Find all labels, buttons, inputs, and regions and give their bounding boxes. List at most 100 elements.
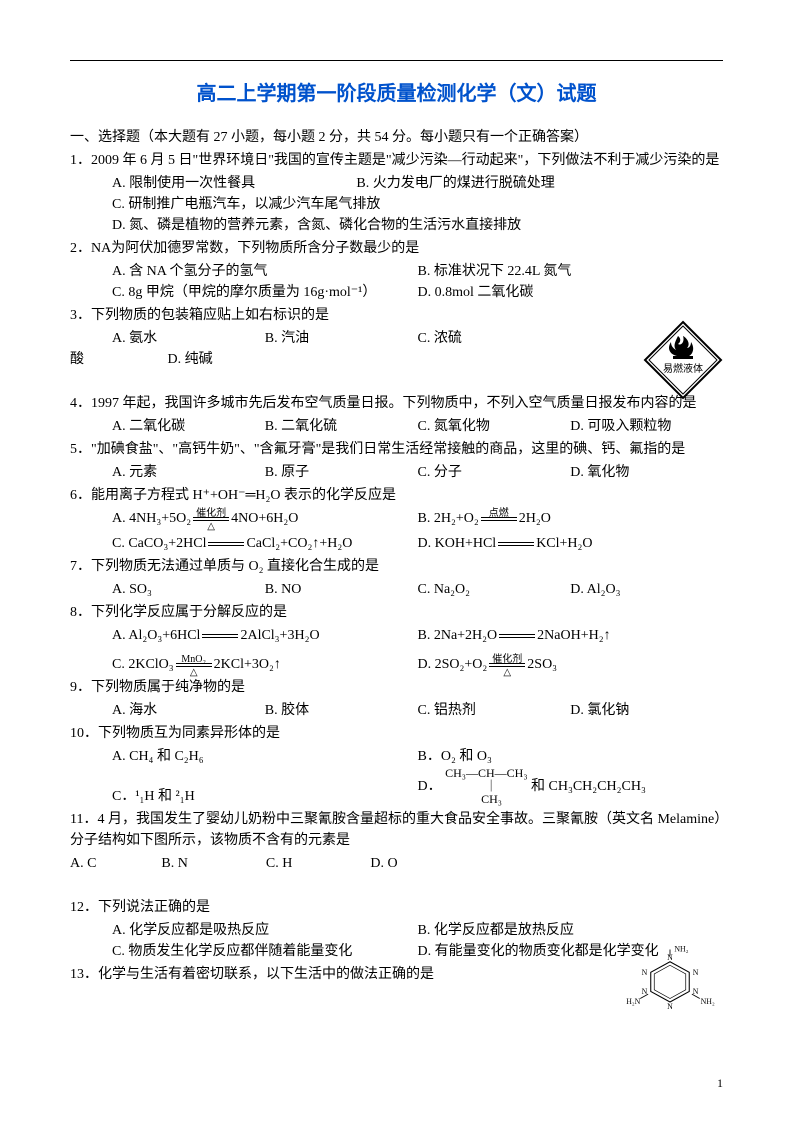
q7-opts: A. SO₃ B. NO C. Na₂O₂ D. Al₂O₃ [70,579,723,600]
q8-a-r: 2AlCl₃+3H₂O [240,628,319,643]
q6-b: B. 2H₂+O₂点燃2H₂O [418,508,551,529]
svg-text:易燃液体: 易燃液体 [663,362,703,375]
q1-opts: A. 限制使用一次性餐具 B. 火力发电厂的煤进行脱硫处理 C. 研制推广电瓶汽… [70,173,723,236]
svg-text:NH₂: NH₂ [674,946,688,953]
q2-d: D. 0.8mol 二氧化碳 [418,282,534,303]
svg-text:N: N [642,968,648,977]
q10-d-pre: D． [418,779,442,794]
q8-stem: 8．下列化学反应属于分解反应的是 [70,602,723,623]
q3-opts: A. 氨水 B. 汽油 C. 浓硫 [70,328,723,349]
q2-stem: 2．NA为阿伏加德罗常数，下列物质所含分子数最少的是 [70,238,723,259]
q6-c-l: C. CaCO₃+2HCl [112,536,206,551]
q2-opts: A. 含 NA 个氢分子的氢气 B. 标准状况下 22.4L 氮气 C. 8g … [70,261,723,303]
q8-d-l: D. 2SO₂+O₂ [418,657,488,672]
q2-c: C. 8g 甲烷（甲烷的摩尔质量为 16g·mol⁻¹） [112,282,418,303]
q4-a: A. 二氧化碳 [112,416,265,437]
q12-d: D. 有能量变化的物质变化都是化学变化 [418,941,659,962]
q5-d: D. 氧化物 [570,462,723,483]
q7-a: A. SO₃ [112,579,265,600]
q3-acid: 酸 [70,352,84,367]
q8-opts: A. Al₂O₃+6HCl 2AlCl₃+3H₂O B. 2Na+2H₂O 2NaO… [70,625,723,675]
section-1-head: 一、选择题（本大题有 27 小题，每小题 2 分，共 54 分。每小题只有一个正… [70,127,723,148]
q4-b: B. 二氧化硫 [265,416,418,437]
q12-a: A. 化学反应都是吸热反应 [112,920,418,941]
svg-text:N: N [693,968,699,977]
q7-c: C. Na₂O₂ [418,579,571,600]
q12-c: C. 物质发生化学反应都伴随着能量变化 [112,941,418,962]
q10-s2: ｜ [445,779,497,793]
q1-a: A. 限制使用一次性餐具 [112,173,356,194]
q9-b: B. 胶体 [265,700,418,721]
q6-c: C. CaCO₃+2HCl CaCl₂+CO₂↑+H₂O [112,533,418,554]
q12-b: B. 化学反应都是放热反应 [418,920,574,941]
q6-b-r: 2H₂O [519,511,551,526]
q11-a: A. C [70,853,161,874]
q10-d-post: 和 CH₃CH₂CH₂CH₃ [531,779,646,794]
q9-d: D. 氯化钠 [570,700,723,721]
q8-c-l: C. 2KClO₃ [112,657,174,672]
q5-stem: 5．"加碘食盐"、"高钙牛奶"、"含氟牙膏"是我们日常生活经常接触的商品，这里的… [70,439,723,460]
q3-d: D. 纯碱 [88,352,213,367]
q6-c-r: CaCl₂+CO₂↑+H₂O [246,536,352,551]
q3-a: A. 氨水 [112,328,265,349]
q7-d: D. Al₂O₃ [570,579,723,600]
hazard-flammable-icon: 易燃液体 [643,320,723,400]
q10-opts: A. CH₄ 和 C₂H₆ B．O₂ 和 O₃ C．¹₁H 和 ²₁H D． C… [70,746,723,807]
q8-c: C. 2KClO₃MnO₂△2KCl+3O₂↑ [112,654,418,675]
q10-stem: 10．下列物质互为同素异形体的是 [70,723,723,744]
q12-stem: 12．下列说法正确的是 [70,897,723,918]
q3-stem: 3．下列物质的包装箱应贴上如右标识的是 [70,305,723,326]
q8-b-r: 2NaOH+H₂↑ [537,628,610,643]
q3-c: C. 浓硫 [418,328,571,349]
q1-c: C. 研制推广电瓶汽车，以减少汽车尾气排放 [112,194,723,215]
q8-c-r: 2KCl+3O₂↑ [214,657,281,672]
q1-d: D. 氮、磷是植物的营养元素，含氮、磷化合物的生活污水直接排放 [112,215,723,236]
q6-b-l: B. 2H₂+O₂ [418,511,479,526]
q11-opts: A. C B. N C. H D. O [70,853,723,874]
q8-d-b: △ [489,665,525,680]
svg-text:H₂N: H₂N [626,997,640,1006]
q7-b: B. NO [265,579,418,600]
page-number: 1 [717,1074,723,1092]
q10-s3: CH₃ [445,792,502,806]
q6-d-r: KCl+H₂O [536,536,592,551]
q6-a: A. 4NH₃+5O₂催化剂△4NO+6H₂O [112,508,418,529]
q1-b: B. 火力发电厂的煤进行脱硫处理 [356,173,554,194]
q8-d: D. 2SO₂+O₂催化剂△2SO₃ [418,654,558,675]
svg-text:NH₂: NH₂ [701,997,715,1006]
q3-wrap: 酸 D. 纯碱 [70,349,723,370]
q3-b: B. 汽油 [265,328,418,349]
q9-opts: A. 海水 B. 胶体 C. 铝热剂 D. 氯化钠 [70,700,723,721]
isobutane-structure: CH₃—CH—CH₃ ｜ CH₃ [445,767,527,807]
q4-d: D. 可吸入颗粒物 [570,416,723,437]
q11-stem: 11．4 月，我国发生了婴幼儿奶粉中三聚氰胺含量超标的重大食品安全事故。三聚氰胺… [70,809,723,851]
q9-c: C. 铝热剂 [418,700,571,721]
q2-a: A. 含 NA 个氢分子的氢气 [112,261,418,282]
q6-a-r: 4NO+6H₂O [231,511,298,526]
q11-d: D. O [370,853,474,874]
q6-d-l: D. KOH+HCl [418,536,497,551]
q5-c: C. 分子 [418,462,571,483]
q7-stem: 7．下列物质无法通过单质与 O₂ 直接化合生成的是 [70,556,723,577]
q10-d: D． CH₃—CH—CH₃ ｜ CH₃ 和 CH₃CH₂CH₂CH₃ [418,767,646,807]
q8-a-l: A. Al₂O₃+6HCl [112,628,200,643]
q8-b-l: B. 2Na+2H₂O [418,628,498,643]
q8-a: A. Al₂O₃+6HCl 2AlCl₃+3H₂O [112,625,418,646]
q11-c: C. H [266,853,370,874]
q4-opts: A. 二氧化碳 B. 二氧化硫 C. 氮氧化物 D. 可吸入颗粒物 [70,416,723,437]
q10-s1: CH₃—CH—CH₃ [445,766,527,780]
q6-opts: A. 4NH₃+5O₂催化剂△4NO+6H₂O B. 2H₂+O₂点燃2H₂O … [70,508,723,554]
q6-b-t: 点燃 [481,506,517,521]
q8-b: B. 2Na+2H₂O 2NaOH+H₂↑ [418,625,611,646]
q8-c-b: △ [176,665,212,680]
q1-stem: 1．2009 年 6 月 5 日"世界环境日"我国的宣传主题是"减少污染—行动起… [70,150,723,171]
q5-a: A. 元素 [112,462,265,483]
q5-b: B. 原子 [265,462,418,483]
melamine-structure-icon: N N N N N N NH₂ NH₂ H₂N [625,946,715,1016]
q10-c: C．¹₁H 和 ²₁H [112,786,418,807]
top-rule [70,60,723,61]
q4-c: C. 氮氧化物 [418,416,571,437]
q4-stem: 4．1997 年起，我国许多城市先后发布空气质量日报。下列物质中，不列入空气质量… [70,393,723,414]
q9-stem: 9．下列物质属于纯净物的是 [70,677,723,698]
q2-b: B. 标准状况下 22.4L 氮气 [418,261,572,282]
